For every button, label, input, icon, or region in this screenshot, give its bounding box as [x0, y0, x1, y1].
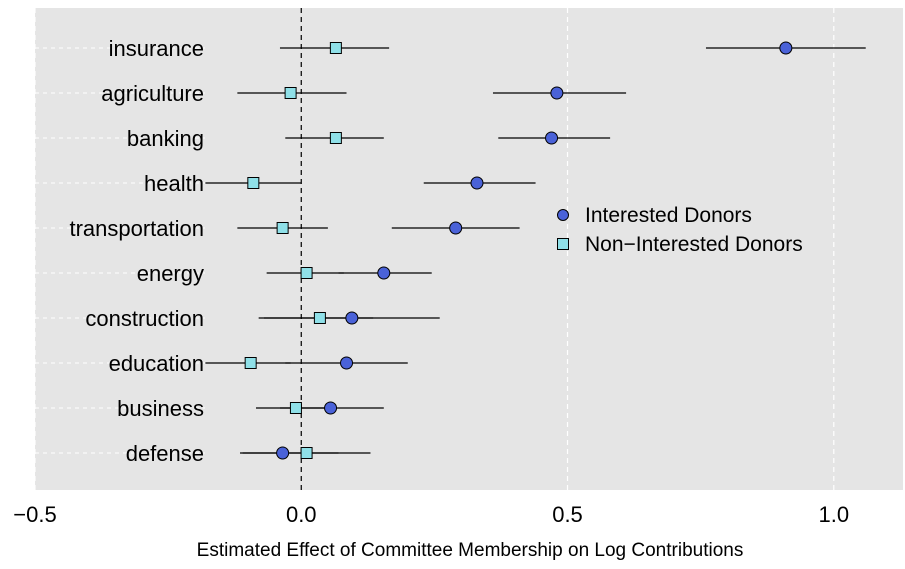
category-label-transportation: transportation [69, 216, 204, 241]
category-label-construction: construction [85, 306, 204, 331]
legend-marker-interested [557, 209, 569, 221]
x-tick-label: −0.5 [13, 502, 56, 527]
x-tick-label: 0.5 [552, 502, 583, 527]
point-noninterested [329, 132, 342, 144]
category-label-defense: defense [126, 441, 204, 466]
point-interested [779, 41, 793, 55]
legend-marker-noninterested [557, 238, 569, 250]
point-estimates [244, 41, 793, 460]
point-interested [340, 356, 354, 370]
legend: Interested Donors Non−Interested Donors [557, 204, 803, 256]
point-noninterested [300, 267, 313, 279]
point-noninterested [284, 87, 297, 99]
point-interested [345, 311, 359, 325]
point-noninterested [247, 177, 260, 189]
x-tick-label: 0.0 [286, 502, 317, 527]
x-axis-title: Estimated Effect of Committee Membership… [197, 540, 744, 561]
point-noninterested [244, 357, 257, 369]
point-noninterested [329, 42, 342, 54]
point-noninterested [289, 402, 302, 414]
point-interested [377, 266, 391, 280]
point-noninterested [300, 447, 313, 459]
category-label-education: education [109, 351, 204, 376]
category-label-banking: banking [127, 126, 204, 151]
legend-label-noninterested: Non−Interested Donors [585, 233, 803, 256]
category-label-agriculture: agriculture [101, 81, 204, 106]
point-interested [550, 86, 564, 100]
point-interested [545, 131, 559, 145]
point-noninterested [313, 312, 326, 324]
x-tick-label: 1.0 [818, 502, 849, 527]
point-interested [276, 446, 290, 460]
point-interested [324, 401, 338, 415]
point-noninterested [276, 222, 289, 234]
point-interested [470, 176, 484, 190]
x-axis-ticks: −0.5 0.0 0.5 1.0 [13, 502, 849, 527]
category-label-business: business [117, 396, 204, 421]
plot-panel [35, 8, 903, 490]
category-labels: insurance agriculture banking health transpo… [69, 36, 204, 466]
category-label-health: health [144, 171, 204, 196]
point-interested [449, 221, 463, 235]
category-label-insurance: insurance [109, 36, 204, 61]
category-label-energy: energy [137, 261, 204, 286]
legend-label-interested: Interested Donors [585, 204, 752, 227]
